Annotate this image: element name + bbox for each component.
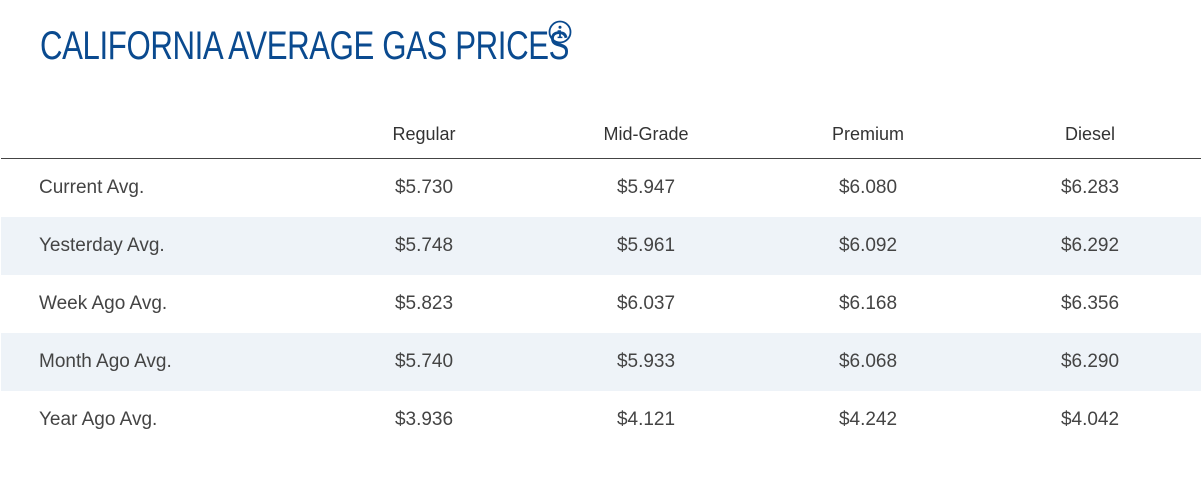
table-row: Current Avg. $5.730 $5.947 $6.080 $6.283 — [1, 159, 1201, 218]
column-header-premium: Premium — [757, 110, 979, 159]
table-header: Regular Mid-Grade Premium Diesel — [1, 110, 1201, 159]
row-label: Month Ago Avg. — [1, 333, 313, 391]
page-title: CALIFORNIA AVERAGE GAS PRICES — [40, 24, 570, 68]
premium-price: $6.080 — [838, 177, 898, 198]
premium-price: $6.068 — [757, 333, 979, 391]
mid-grade-price: $5.947 — [616, 177, 676, 198]
regular-price: $3.936 — [394, 409, 454, 430]
row-label: Current Avg. — [39, 177, 145, 198]
diesel-price: $4.042 — [1060, 409, 1120, 430]
column-header-diesel: Diesel — [979, 110, 1201, 159]
premium-price: $6.168 — [838, 293, 898, 314]
diesel-price: $6.283 — [1060, 177, 1120, 198]
table-row: Week Ago Avg. $5.823 $6.037 $6.168 $6.35… — [1, 275, 1201, 333]
column-header-label — [1, 110, 313, 159]
info-circle-icon[interactable] — [548, 20, 572, 44]
premium-price: $4.242 — [838, 409, 898, 430]
mid-grade-price: $6.037 — [616, 293, 676, 314]
premium-price: $6.092 — [757, 217, 979, 275]
mid-grade-price: $5.961 — [535, 217, 757, 275]
diesel-price: $6.356 — [1060, 293, 1120, 314]
column-header-mid-grade: Mid-Grade — [535, 110, 757, 159]
row-label: Yesterday Avg. — [1, 217, 313, 275]
mid-grade-price: $4.121 — [616, 409, 676, 430]
gas-prices-table: Regular Mid-Grade Premium Diesel Current… — [1, 110, 1201, 449]
regular-price: $5.823 — [394, 293, 454, 314]
table-row: Year Ago Avg. $3.936 $4.121 $4.242 $4.04… — [1, 391, 1201, 449]
regular-price: $5.740 — [313, 333, 535, 391]
page-header: CALIFORNIA AVERAGE GAS PRICES — [40, 18, 718, 74]
table-body: Current Avg. $5.730 $5.947 $6.080 $6.283… — [1, 159, 1201, 450]
diesel-price: $6.290 — [979, 333, 1201, 391]
regular-price: $5.748 — [313, 217, 535, 275]
diesel-price: $6.292 — [979, 217, 1201, 275]
table-row: Yesterday Avg. $5.748 $5.961 $6.092 $6.2… — [1, 217, 1201, 275]
regular-price: $5.730 — [394, 177, 454, 198]
row-label: Year Ago Avg. — [39, 409, 158, 430]
mid-grade-price: $5.933 — [535, 333, 757, 391]
column-header-regular: Regular — [313, 110, 535, 159]
header-row: Regular Mid-Grade Premium Diesel — [1, 110, 1201, 159]
table-row: Month Ago Avg. $5.740 $5.933 $6.068 $6.2… — [1, 333, 1201, 391]
row-label: Week Ago Avg. — [39, 293, 168, 314]
